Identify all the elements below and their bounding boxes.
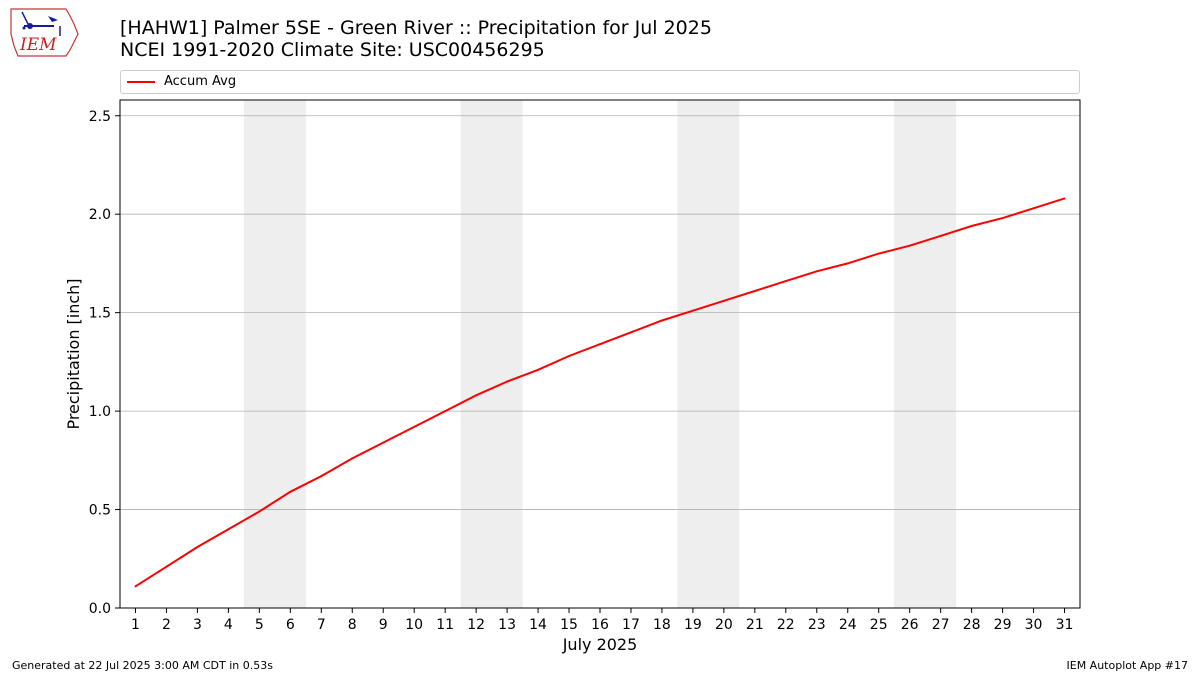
weekend-band [460, 100, 523, 608]
x-tick-label: 24 [839, 617, 857, 633]
data-point [475, 394, 478, 397]
data-point [908, 244, 911, 247]
y-tick-label: 2.5 [89, 109, 111, 125]
data-point [722, 299, 725, 302]
y-tick-label: 0.0 [89, 601, 111, 617]
legend: Accum Avg [120, 70, 1080, 94]
x-tick-label: 4 [224, 617, 233, 633]
data-point [939, 234, 942, 237]
x-tick-label: 22 [777, 617, 795, 633]
x-tick-label: 3 [193, 617, 202, 633]
x-tick-label: 15 [560, 617, 578, 633]
app-label: IEM Autoplot App #17 [1066, 659, 1189, 672]
data-point [1063, 197, 1066, 200]
data-point [227, 528, 230, 531]
data-point [320, 475, 323, 478]
data-point [537, 368, 540, 371]
data-point [351, 457, 354, 460]
weekend-band [243, 100, 306, 608]
x-tick-label: 19 [684, 617, 702, 633]
chart-subtitle: NCEI 1991-2020 Climate Site: USC00456295 [120, 39, 545, 61]
x-tick-label: 6 [286, 617, 295, 633]
x-tick-label: 1 [131, 617, 140, 633]
x-tick-label: 9 [379, 617, 388, 633]
plot-frame [119, 99, 1081, 609]
data-point [784, 280, 787, 283]
x-tick-label: 12 [467, 617, 485, 633]
data-point [258, 510, 261, 513]
data-point [660, 319, 663, 322]
x-tick-label: 7 [317, 617, 326, 633]
y-tick-label: 1.5 [89, 306, 111, 322]
x-tick-label: 20 [715, 617, 733, 633]
data-point [196, 545, 199, 548]
data-point [134, 585, 137, 588]
data-point [1032, 207, 1035, 210]
data-point [506, 380, 509, 383]
x-tick-label: 17 [622, 617, 640, 633]
x-tick-label: 10 [405, 617, 423, 633]
data-point [815, 270, 818, 273]
data-point [691, 309, 694, 312]
data-point [970, 225, 973, 228]
x-tick-label: 21 [746, 617, 764, 633]
data-point [599, 343, 601, 346]
x-tick-label: 16 [591, 617, 609, 633]
x-tick-label: 23 [808, 617, 826, 633]
x-tick-label: 25 [870, 617, 888, 633]
x-tick-label: 30 [1025, 617, 1043, 633]
data-point [1001, 217, 1004, 220]
data-point [629, 331, 632, 334]
x-tick-label: 13 [498, 617, 516, 633]
legend-label: Accum Avg [164, 74, 237, 89]
x-tick-label: 5 [255, 617, 264, 633]
iem-logo: IEM [10, 8, 79, 57]
y-tick-label: 0.5 [89, 503, 111, 519]
data-point [846, 262, 849, 265]
x-tick-label: 27 [932, 617, 950, 633]
x-tick-label: 29 [994, 617, 1012, 633]
y-tick-label: 2.0 [89, 207, 111, 223]
x-tick-label: 2 [162, 617, 171, 633]
y-axis-label: Precipitation [inch] [64, 278, 83, 429]
data-point [289, 490, 292, 493]
x-tick-label: 18 [653, 617, 671, 633]
y-tick-label: 1.0 [89, 404, 111, 420]
weekend-band [677, 100, 740, 608]
chart-title: [HAHW1] Palmer 5SE - Green River :: Prec… [120, 17, 712, 39]
generated-timestamp: Generated at 22 Jul 2025 3:00 AM CDT in … [12, 659, 273, 672]
x-tick-label: 26 [901, 617, 919, 633]
x-axis-label: July 2025 [562, 635, 638, 654]
data-point [413, 425, 416, 428]
logo-text: IEM [19, 35, 57, 55]
x-tick-label: 31 [1056, 617, 1074, 633]
data-point [877, 252, 880, 255]
data-point [165, 565, 168, 568]
x-tick-label: 28 [963, 617, 981, 633]
x-tick-label: 8 [348, 617, 357, 633]
data-point [444, 410, 447, 413]
legend-line-swatch [127, 81, 155, 83]
x-tick-label: 14 [529, 617, 547, 633]
data-point [382, 441, 385, 444]
data-point [568, 354, 571, 357]
x-tick-label: 11 [436, 617, 454, 633]
weekend-band [894, 100, 957, 608]
data-point [753, 289, 756, 292]
